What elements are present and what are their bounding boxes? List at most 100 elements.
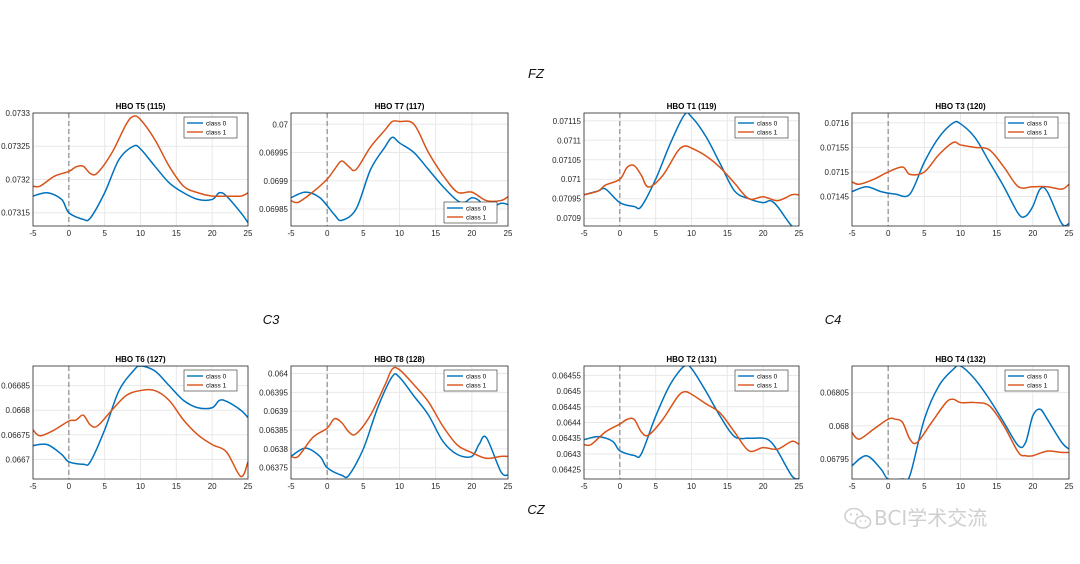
chart-panel: -5 0 5 10 15 20 25 0.0667 0.06675 0.0668 0.06685 HB… xyxy=(1,355,253,491)
y-tick-label: 0.0709 xyxy=(557,214,582,223)
section-label-cz: CZ xyxy=(527,502,545,517)
y-tick-label: 0.06985 xyxy=(259,205,288,214)
x-tick-label: 10 xyxy=(956,229,965,238)
series-line-class-1 xyxy=(33,388,248,478)
x-tick-label: 0 xyxy=(67,482,72,491)
y-tick-label: 0.0715 xyxy=(825,168,850,177)
legend-label: class 1 xyxy=(757,129,778,136)
x-tick-label: 5 xyxy=(922,482,927,491)
y-tick-label: 0.06425 xyxy=(552,466,581,475)
series-line-class-1 xyxy=(852,141,1069,190)
chart-panel: -5 0 5 10 15 20 25 0.06425 0.0643 0.06435 0.0644 0.… xyxy=(552,355,804,491)
legend-label: class 1 xyxy=(206,382,227,389)
x-tick-label: -5 xyxy=(580,229,588,238)
y-tick-label: 0.07115 xyxy=(553,117,582,126)
x-tick-label: 0 xyxy=(325,482,330,491)
legend-label: class 1 xyxy=(466,382,487,389)
legend-label: class 0 xyxy=(1027,373,1048,380)
x-tick-label: 15 xyxy=(723,229,732,238)
x-tick-label: 15 xyxy=(431,229,440,238)
chart-panel: -5 0 5 10 15 20 25 0.07145 0.0715 0.07155 0.0716 HB… xyxy=(820,102,1074,238)
series-line-class-1 xyxy=(584,145,799,202)
legend: class 0 class 1 xyxy=(443,369,498,392)
x-tick-label: 20 xyxy=(1028,229,1037,238)
series-line-class-0 xyxy=(33,144,248,224)
watermark-text: BCI学术交流 xyxy=(874,506,987,530)
chart-panel: -5 0 5 10 15 20 25 0.0709 0.07095 0.071 0.07105 0.0… xyxy=(552,102,804,238)
axes-frame xyxy=(583,112,800,227)
chart-panel: -5 0 5 10 15 20 25 0.07315 0.0732 0.07325 0.0733 HB… xyxy=(1,102,253,238)
y-tick-label: 0.06445 xyxy=(552,403,581,412)
x-tick-label: 5 xyxy=(102,482,107,491)
y-tick-label: 0.068 xyxy=(829,422,850,431)
x-tick-label: 10 xyxy=(395,229,404,238)
series-line-class-0 xyxy=(584,366,799,479)
x-tick-label: -5 xyxy=(580,482,588,491)
legend-label: class 1 xyxy=(466,214,487,221)
y-tick-label: 0.07105 xyxy=(552,156,581,165)
chart-panel: -5 0 5 10 15 20 25 0.06795 0.068 0.06805 HBO T4 (1… xyxy=(820,355,1074,491)
y-tick-label: 0.0639 xyxy=(264,407,289,416)
y-tick-label: 0.0732 xyxy=(6,175,31,184)
x-tick-label: 20 xyxy=(1028,482,1037,491)
chart-title: HBO T3 (120) xyxy=(935,102,986,111)
y-tick-label: 0.07145 xyxy=(820,193,849,202)
section-label-c3: C3 xyxy=(263,312,280,327)
x-tick-label: 0 xyxy=(325,229,330,238)
x-tick-label: 20 xyxy=(759,229,768,238)
y-tick-label: 0.06375 xyxy=(259,464,288,473)
y-tick-label: 0.0733 xyxy=(6,109,31,118)
y-tick-label: 0.0643 xyxy=(557,450,582,459)
x-tick-label: -5 xyxy=(29,482,37,491)
x-tick-label: 25 xyxy=(244,229,253,238)
y-tick-label: 0.06685 xyxy=(1,382,30,391)
x-tick-label: 5 xyxy=(653,229,658,238)
axes-frame xyxy=(290,112,509,227)
x-tick-label: 5 xyxy=(102,229,107,238)
x-tick-label: 15 xyxy=(431,482,440,491)
x-tick-label: 0 xyxy=(67,229,72,238)
wechat-icon xyxy=(844,507,872,529)
axes-frame xyxy=(583,365,800,480)
series-line-class-1 xyxy=(33,115,248,198)
legend-label: class 0 xyxy=(206,120,227,127)
y-tick-label: 0.0667 xyxy=(6,455,31,464)
x-tick-label: 25 xyxy=(504,482,513,491)
y-tick-label: 0.0668 xyxy=(6,406,31,415)
x-tick-label: 15 xyxy=(992,229,1001,238)
x-tick-label: 15 xyxy=(992,482,1001,491)
series-line-class-1 xyxy=(291,366,508,460)
legend-label: class 0 xyxy=(757,120,778,127)
chart-panel: -5 0 5 10 15 20 25 0.06375 0.0638 0.06385 0.0639 0.… xyxy=(259,355,513,491)
y-tick-label: 0.0716 xyxy=(825,119,850,128)
legend-label: class 1 xyxy=(1027,129,1048,136)
legend-label: class 0 xyxy=(757,373,778,380)
legend-label: class 0 xyxy=(206,373,227,380)
x-tick-label: 20 xyxy=(208,229,217,238)
series-line-class-0 xyxy=(291,136,508,222)
chart-title: HBO T6 (127) xyxy=(115,355,166,364)
legend-label: class 0 xyxy=(1027,120,1048,127)
x-tick-label: 5 xyxy=(361,229,366,238)
series-line-class-0 xyxy=(33,366,248,466)
x-tick-label: 25 xyxy=(795,229,804,238)
y-tick-label: 0.0645 xyxy=(557,387,582,396)
series-line-class-1 xyxy=(584,390,799,453)
series-line-class-0 xyxy=(852,366,1069,479)
series-line-class-0 xyxy=(852,120,1069,226)
x-tick-label: 0 xyxy=(886,482,891,491)
section-label-fz: FZ xyxy=(528,66,545,81)
x-tick-label: 20 xyxy=(208,482,217,491)
x-tick-label: 10 xyxy=(687,229,696,238)
y-tick-label: 0.064 xyxy=(268,370,289,379)
legend: class 0 class 1 xyxy=(183,369,238,392)
x-tick-label: 10 xyxy=(136,229,145,238)
chart-title: HBO T1 (119) xyxy=(667,102,717,111)
x-tick-label: 0 xyxy=(618,229,623,238)
x-tick-label: -5 xyxy=(848,482,856,491)
y-tick-label: 0.071 xyxy=(561,175,582,184)
y-tick-label: 0.07325 xyxy=(1,142,30,151)
x-tick-label: 10 xyxy=(956,482,965,491)
x-tick-label: 20 xyxy=(467,482,476,491)
